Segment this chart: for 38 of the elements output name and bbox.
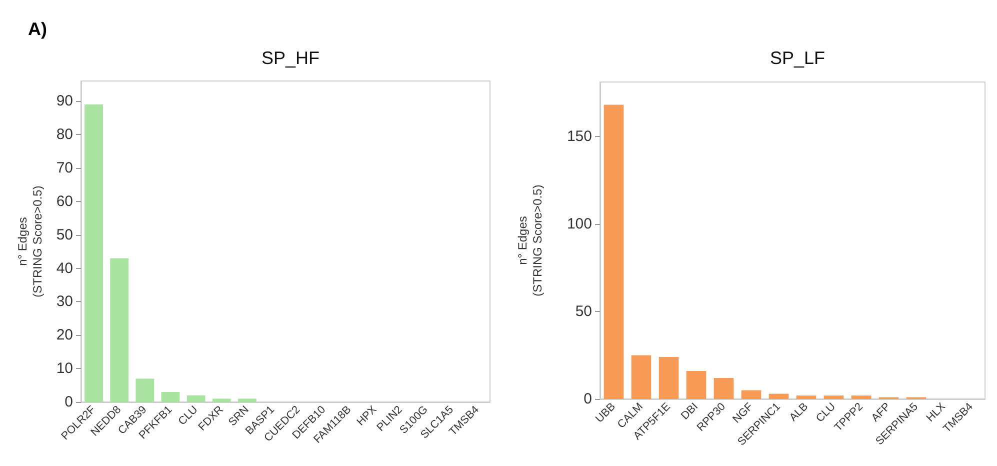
- bar: [212, 398, 231, 402]
- y-tick-label: 70: [56, 159, 73, 176]
- y-tick-label: 40: [56, 260, 73, 277]
- bar: [631, 355, 652, 399]
- bar: [851, 395, 872, 399]
- chart-title: SP_HF: [261, 48, 320, 68]
- y-tick-label: 60: [56, 192, 73, 210]
- y-tick-label: 0: [64, 394, 73, 410]
- y-tick-label: 100: [566, 215, 592, 232]
- y-tick-label: 10: [56, 360, 73, 378]
- y-tick-label: 50: [56, 226, 73, 244]
- x-tick-label: DBI: [679, 400, 700, 422]
- y-tick-label: 90: [56, 92, 73, 110]
- bar: [714, 378, 734, 399]
- bar: [796, 395, 816, 399]
- y-tick-label: 0: [584, 390, 592, 408]
- y-axis-title: n° Edges (STRING Score>0.5): [516, 184, 544, 296]
- y-axis-title: n° Edges (STRING Score>0.5): [16, 186, 44, 298]
- bar: [824, 395, 844, 399]
- bar: [136, 378, 154, 402]
- bar: [161, 392, 180, 402]
- x-tick-label: UBB: [594, 400, 618, 426]
- bar: [658, 356, 679, 399]
- bar: [686, 370, 706, 399]
- y-tick-label: 50: [575, 302, 592, 320]
- bar: [604, 104, 624, 399]
- y-tick-label: 30: [56, 293, 73, 310]
- y-tick-label: 80: [56, 126, 73, 143]
- bar: [741, 390, 762, 399]
- bar: [238, 398, 256, 402]
- bar: [186, 395, 206, 402]
- y-tick-label: 150: [566, 128, 592, 145]
- y-tick-label: 20: [56, 326, 73, 344]
- bar: [110, 258, 129, 402]
- bar: [768, 394, 789, 399]
- text: A): [28, 19, 47, 39]
- bar: [84, 104, 103, 402]
- chart-title: SP_LF: [770, 48, 826, 68]
